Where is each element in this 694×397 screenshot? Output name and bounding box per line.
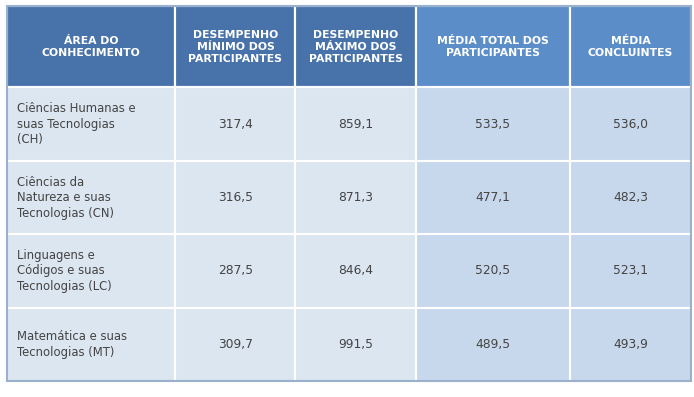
Text: 991,5: 991,5 bbox=[338, 338, 373, 351]
Bar bbox=[7, 6, 176, 87]
Text: MÉDIA TOTAL DOS
PARTICIPANTES: MÉDIA TOTAL DOS PARTICIPANTES bbox=[437, 36, 549, 58]
Bar bbox=[7, 234, 176, 308]
Text: MÉDIA
CONCLUINTES: MÉDIA CONCLUINTES bbox=[588, 36, 673, 58]
Text: 316,5: 316,5 bbox=[218, 191, 253, 204]
Text: 482,3: 482,3 bbox=[613, 191, 648, 204]
Text: 287,5: 287,5 bbox=[218, 264, 253, 278]
Text: Linguagens e
Códigos e suas
Tecnologias (LC): Linguagens e Códigos e suas Tecnologias … bbox=[17, 249, 112, 293]
Bar bbox=[416, 234, 570, 308]
Bar bbox=[7, 308, 176, 381]
Bar bbox=[296, 87, 416, 161]
Text: Matemática e suas
Tecnologias (MT): Matemática e suas Tecnologias (MT) bbox=[17, 330, 128, 358]
Bar bbox=[176, 87, 296, 161]
Bar bbox=[296, 6, 416, 87]
Bar bbox=[7, 161, 176, 234]
Text: ÁREA DO
CONHECIMENTO: ÁREA DO CONHECIMENTO bbox=[42, 36, 140, 58]
Text: 533,5: 533,5 bbox=[475, 118, 511, 131]
Bar bbox=[416, 161, 570, 234]
Bar bbox=[570, 87, 691, 161]
Bar bbox=[176, 6, 296, 87]
Bar bbox=[570, 308, 691, 381]
Bar bbox=[176, 234, 296, 308]
Text: 493,9: 493,9 bbox=[613, 338, 648, 351]
Bar bbox=[416, 6, 570, 87]
Bar bbox=[7, 87, 176, 161]
Text: 523,1: 523,1 bbox=[613, 264, 648, 278]
Text: 536,0: 536,0 bbox=[613, 118, 648, 131]
Bar bbox=[296, 234, 416, 308]
Text: 871,3: 871,3 bbox=[338, 191, 373, 204]
Bar bbox=[416, 308, 570, 381]
Text: 520,5: 520,5 bbox=[475, 264, 511, 278]
Text: Ciências da
Natureza e suas
Tecnologias (CN): Ciências da Natureza e suas Tecnologias … bbox=[17, 175, 115, 220]
Bar bbox=[296, 308, 416, 381]
Bar bbox=[570, 6, 691, 87]
Text: Ciências Humanas e
suas Tecnologias
(CH): Ciências Humanas e suas Tecnologias (CH) bbox=[17, 102, 136, 146]
Bar bbox=[296, 161, 416, 234]
Bar bbox=[570, 234, 691, 308]
Bar bbox=[176, 161, 296, 234]
Text: DESEMPENHO
MÁXIMO DOS
PARTICIPANTES: DESEMPENHO MÁXIMO DOS PARTICIPANTES bbox=[309, 30, 403, 64]
Bar bbox=[570, 161, 691, 234]
Text: 859,1: 859,1 bbox=[338, 118, 373, 131]
Bar bbox=[176, 308, 296, 381]
Text: 489,5: 489,5 bbox=[475, 338, 511, 351]
Text: 317,4: 317,4 bbox=[218, 118, 253, 131]
Text: DESEMPENHO
MÍNIMO DOS
PARTICIPANTES: DESEMPENHO MÍNIMO DOS PARTICIPANTES bbox=[189, 30, 282, 64]
Bar bbox=[416, 87, 570, 161]
Text: 477,1: 477,1 bbox=[475, 191, 511, 204]
Text: 846,4: 846,4 bbox=[338, 264, 373, 278]
Text: 309,7: 309,7 bbox=[218, 338, 253, 351]
